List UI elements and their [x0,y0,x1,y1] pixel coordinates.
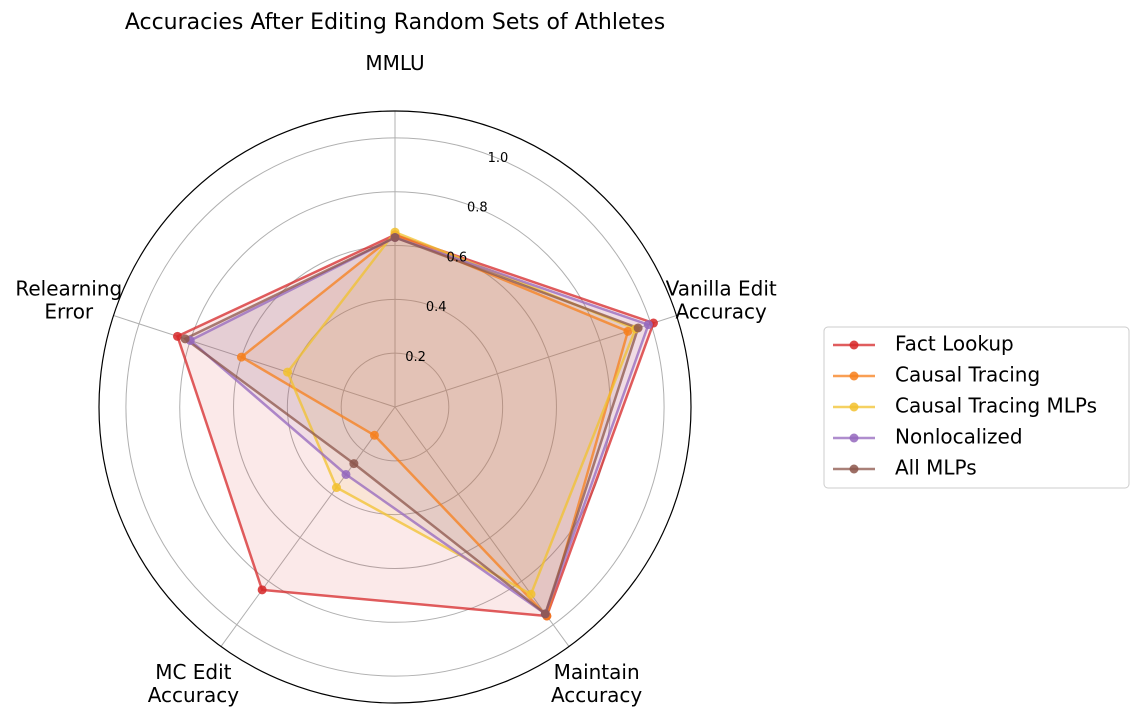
axis-label-line: Maintain [554,659,640,683]
series-lines [176,230,655,618]
data-point [369,430,379,440]
data-point [349,459,359,469]
data-point [236,352,246,362]
series-fill [241,234,628,617]
axis-label: MMLU [365,51,424,75]
grid-spoke [113,315,396,408]
legend-label: Nonlocalized [895,425,1023,449]
grid-spoke [220,406,396,647]
data-point [643,320,653,330]
axis-label: Maintain Accuracy [551,659,642,706]
legend-marker [849,402,859,412]
axis-label-line: Error [44,299,94,323]
axis-label-line: Accuracy [676,299,767,323]
data-point [540,609,550,619]
radial-tick-label: 1.0 [488,151,509,166]
legend-marker [849,433,859,443]
series-fill [177,234,654,617]
axis-label: Vanilla Edit Accuracy [666,276,777,323]
legend-marker [849,340,859,350]
data-point [526,589,536,599]
axis-label: Relearning Error [15,276,122,323]
data-point [633,323,643,333]
series-line [189,236,650,616]
series-points [172,227,658,621]
data-point [172,331,182,341]
series-line [176,233,655,618]
polar-grid [98,110,692,704]
legend-label: Causal Tracing [895,363,1040,387]
outer-boundary [98,110,692,704]
axis-label-line: Accuracy [148,682,239,706]
chart-title: Accuracies After Editing Random Sets of … [125,10,665,35]
radial-tick-label: 0.2 [405,350,426,365]
data-point [623,326,633,336]
legend-marker [849,371,859,381]
axis-label-line: Vanilla Edit [666,276,777,300]
data-point [341,469,351,479]
data-point [283,367,293,377]
data-point [331,483,341,493]
data-point [180,334,190,344]
axis-label-line: MC Edit [155,659,231,683]
data-point [257,585,267,595]
legend-frame [823,326,1130,489]
radial-tick-label: 0.8 [467,201,488,216]
axis-label: MC Edit Accuracy [148,659,239,706]
legend-label: Causal Tracing MLPs [895,394,1097,418]
grid-spoke [394,406,570,647]
legend: Fact Lookup Causal Tracing Causal Tracing … [823,326,1130,489]
series-fill [185,237,639,614]
legend-marker [849,464,859,474]
series-line [240,233,630,618]
series-fill [190,237,649,614]
radial-tick-labels: 0.2 0.4 0.6 0.8 1.0 [405,151,508,365]
axis-label-line: Relearning [15,276,122,300]
radial-tick-label: 0.4 [426,300,447,315]
series-fills [177,232,654,617]
radial-tick-label: 0.6 [446,250,467,265]
axis-label-line: MMLU [365,51,424,75]
data-point [390,232,400,242]
series-fill [287,232,636,595]
legend-label: Fact Lookup [895,332,1014,356]
legend-label: All MLPs [895,456,977,480]
series-line [183,236,640,616]
axis-label-line: Accuracy [551,682,642,706]
